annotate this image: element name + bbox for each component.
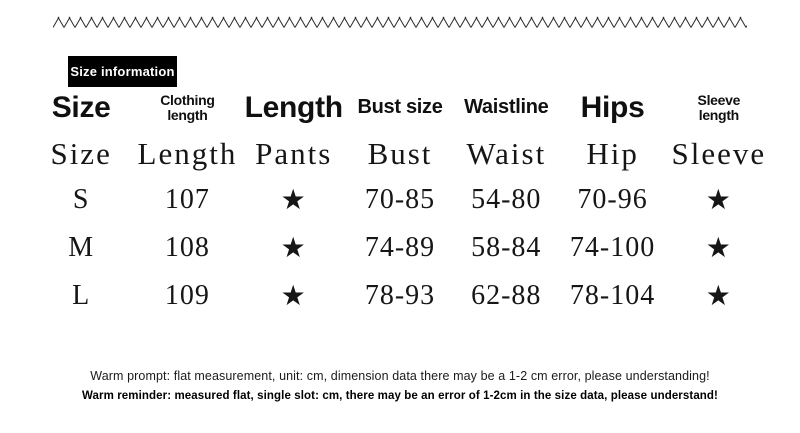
row-m-hip: 74-100 (569, 232, 656, 263)
size-table: Size Clothing length Length Bust size Wa… (28, 84, 772, 320)
row-l-waist: 62-88 (471, 280, 542, 311)
row-l-size: L (72, 280, 91, 311)
row-l-bust: 78-93 (364, 280, 436, 311)
row-m-waist: 58-84 (471, 232, 542, 263)
row-m-length: 108 (164, 232, 210, 263)
header-secondary-pants: Pants (255, 136, 333, 171)
header-primary-bust-size: Bust size (357, 96, 443, 119)
row-s-waist: 54-80 (471, 184, 542, 215)
row-m-bust: 74-89 (364, 232, 436, 263)
row-s-hip: 70-96 (577, 184, 648, 215)
row-l-hip: 78-104 (569, 280, 656, 311)
header-primary-sleeve-length: Sleeve length (697, 91, 741, 123)
header-secondary-hip: Hip (586, 136, 639, 171)
zigzag-divider (53, 16, 747, 30)
warm-prompt-text: Warm prompt: flat measurement, unit: cm,… (90, 369, 710, 383)
footer-notes: Warm prompt: flat measurement, unit: cm,… (0, 369, 800, 402)
header-secondary-bust: Bust (367, 136, 433, 171)
row-m-pants-star-icon: ★ (280, 233, 307, 264)
header-primary-hips: Hips (580, 90, 645, 124)
header-secondary-sleeve: Sleeve (671, 136, 767, 171)
row-m-sleeve-star-icon: ★ (705, 233, 732, 264)
header-secondary-length: Length (137, 136, 238, 171)
header-secondary-waist: Waist (466, 136, 547, 171)
header-primary-size: Size (51, 90, 111, 124)
size-information-badge-label: Size information (70, 64, 175, 79)
row-s-sleeve-star-icon: ★ (705, 185, 732, 216)
row-m-size: M (68, 232, 95, 263)
header-secondary-size: Size (50, 136, 112, 171)
row-s-bust: 70-85 (364, 184, 436, 215)
row-l-pants-star-icon: ★ (280, 281, 307, 312)
header-primary-clothing-length: Clothing length (160, 91, 215, 123)
size-information-badge: Size information (68, 56, 177, 87)
row-s-length: 107 (164, 184, 210, 215)
header-primary-length: Length (244, 90, 343, 124)
row-s-pants-star-icon: ★ (280, 185, 307, 216)
warm-reminder-text: Warm reminder: measured flat, single slo… (82, 390, 718, 402)
row-l-sleeve-star-icon: ★ (705, 281, 732, 312)
header-primary-waistline: Waistline (464, 96, 549, 119)
row-l-length: 109 (164, 280, 210, 311)
row-s-size: S (72, 184, 90, 215)
